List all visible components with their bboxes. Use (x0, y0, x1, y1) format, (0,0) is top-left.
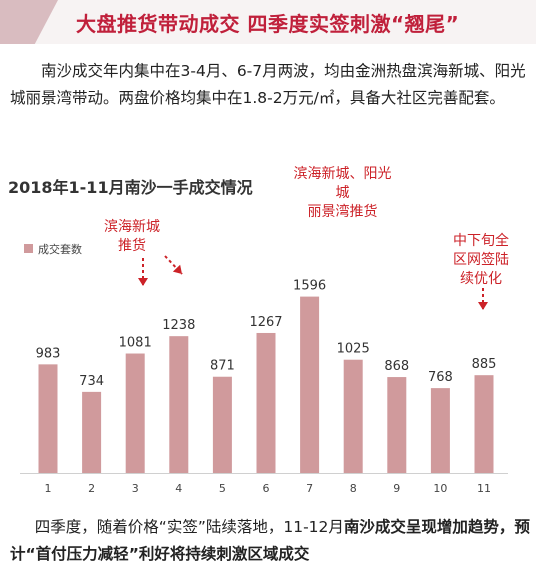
intro-paragraph: 南沙成交年内集中在3-4月、6-7月两波，均由金洲热盘滨海新城、阳光城丽景湾带动… (10, 62, 526, 107)
bar (343, 359, 363, 473)
tick-label: 5 (219, 482, 226, 495)
tick-label: 2 (88, 482, 95, 495)
annotation-arrow-mar-head (138, 278, 148, 286)
tick-label: 11 (477, 482, 491, 495)
tick-label: 6 (263, 482, 270, 495)
data-label: 871 (210, 359, 235, 374)
data-label: 734 (79, 374, 104, 389)
bar (387, 377, 407, 473)
annotation-line: 滨海新城、阳光城 (293, 166, 392, 201)
data-label: 1596 (293, 279, 326, 294)
bar (38, 364, 58, 473)
bar (169, 336, 189, 473)
legend-swatch (24, 244, 33, 253)
bar (125, 353, 145, 473)
legend-label: 成交套数 (38, 242, 82, 256)
page-title: 大盘推货带动成交 四季度实签刺激“翘尾” (76, 12, 460, 36)
annotation-arrow-nov-head (478, 302, 488, 310)
bar (256, 332, 276, 473)
annotation-line: 滨海新城 (104, 219, 160, 235)
annotation-line: 续优化 (460, 271, 502, 287)
annotation-line: 区网签陆 (453, 252, 509, 268)
tick-label: 9 (393, 482, 400, 495)
bar (82, 391, 102, 473)
data-label: 868 (384, 359, 409, 374)
annotation-binhai-launch: 滨海新城 推货 (92, 218, 172, 256)
data-label: 1267 (249, 315, 282, 330)
chart-title: 2018年1-11月南沙一手成交情况 (8, 178, 253, 197)
bar (300, 296, 320, 473)
bar (430, 388, 450, 473)
outro-emphasis: 南沙成交呈现增加趋势，预计“首付压力减轻”利好将持续刺激区域成交 (10, 518, 530, 563)
data-label: 885 (472, 357, 497, 372)
annotation-line: 中下旬全 (453, 233, 509, 249)
data-label: 768 (428, 370, 453, 385)
annotation-line: 推货 (118, 238, 146, 254)
data-label: 1081 (119, 336, 152, 351)
annotation-online-signing: 中下旬全 区网签陆 续优化 (441, 232, 521, 289)
data-label: 1025 (337, 342, 370, 357)
tick-label: 8 (350, 482, 357, 495)
data-label: 1238 (162, 318, 195, 333)
tick-label: 4 (175, 482, 182, 495)
data-label: 983 (36, 346, 61, 361)
bar (212, 376, 232, 473)
header-banner: 大盘推货带动成交 四季度实签刺激“翘尾” (0, 0, 536, 44)
annotation-arrow-apr-head (172, 264, 182, 274)
outro-text: 四季度，随着价格“实签”陆续落地，11-12月 (34, 518, 344, 536)
annotation-line: 丽景湾推货 (307, 204, 378, 220)
tick-label: 3 (132, 482, 139, 495)
outro-paragraph: 四季度，随着价格“实签”陆续落地，11-12月南沙成交呈现增加趋势，预计“首付压… (10, 514, 530, 568)
bar-chart: 成交套数 983 1 734 2 1081 3 1238 4 871 5 1267 6 1596 7 1025… (20, 242, 508, 495)
bar (474, 375, 494, 473)
tick-label: 10 (433, 482, 447, 495)
annotation-binhai-yangguang-launch: 滨海新城、阳光城 丽景湾推货 (290, 165, 395, 222)
tick-label: 1 (45, 482, 52, 495)
tick-label: 7 (306, 482, 313, 495)
header-decoration (0, 0, 58, 44)
